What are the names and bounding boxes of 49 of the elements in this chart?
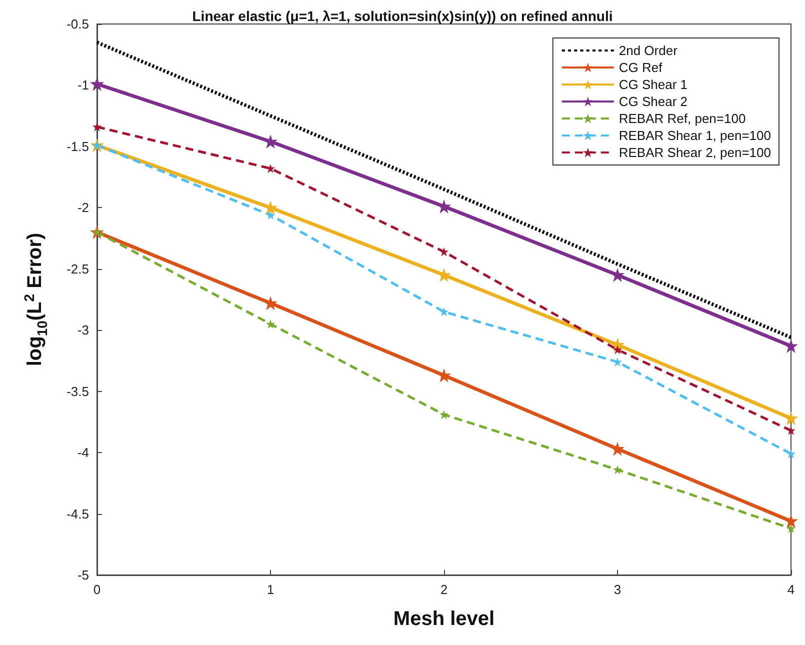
- y-tick-label: -2.5: [66, 261, 89, 276]
- point: [440, 410, 448, 420]
- y-tick-label: -1.5: [66, 138, 89, 154]
- line-series: [95, 40, 793, 340]
- legend-label: CG Ref: [618, 60, 663, 75]
- legend-label: 2nd Order: [618, 43, 678, 58]
- point: [784, 339, 798, 354]
- y-tick-label: -2: [77, 200, 89, 216]
- y-axis-title: log10(L2 Error): [21, 232, 50, 366]
- chart-title: Linear elastic (μ=1, λ=1, solution=sin(x)sin(y)) on refined annuli: [192, 8, 613, 24]
- y-tick-label: -1: [77, 78, 89, 93]
- point: [610, 442, 624, 456]
- point: [440, 307, 448, 316]
- legend-label: CG Shear 2: [618, 94, 688, 109]
- y-tick-label: -3: [77, 322, 89, 338]
- x-tick-label: 0: [93, 582, 101, 597]
- x-tick-label: 1: [266, 582, 274, 597]
- y-tick-label: -5: [77, 568, 89, 582]
- point: [90, 77, 104, 91]
- point: [786, 524, 796, 533]
- point: [610, 268, 624, 282]
- point: [786, 449, 796, 458]
- point: [266, 210, 275, 220]
- legend-label: REBAR Shear 1, pen=100: [618, 128, 772, 143]
- x-tick-label: 4: [787, 582, 795, 597]
- point: [440, 247, 448, 256]
- x-axis-title: Mesh level: [393, 608, 495, 630]
- point: [437, 268, 451, 282]
- point: [266, 319, 275, 328]
- y-tick-label: -4.5: [66, 506, 89, 522]
- y-tick-label: -0.5: [66, 16, 89, 32]
- legend-label: REBAR Ref, pen=100: [618, 111, 746, 126]
- point: [92, 122, 102, 132]
- x-tick-label: 3: [614, 582, 622, 597]
- point: [786, 426, 796, 436]
- x-tick-label: 2: [440, 582, 448, 597]
- y-tick-label: -3.5: [66, 384, 89, 399]
- point: [437, 199, 451, 214]
- legend-label: REBAR Shear 2, pen=100: [618, 145, 772, 160]
- legend-label: CG Shear 1: [618, 77, 688, 92]
- point: [264, 296, 278, 310]
- point: [613, 465, 622, 474]
- point: [784, 514, 798, 528]
- point: [264, 134, 278, 149]
- point: [264, 200, 278, 215]
- point: [613, 345, 622, 354]
- point: [437, 368, 451, 382]
- y-tick-label: -4: [77, 445, 89, 460]
- point: [784, 411, 798, 426]
